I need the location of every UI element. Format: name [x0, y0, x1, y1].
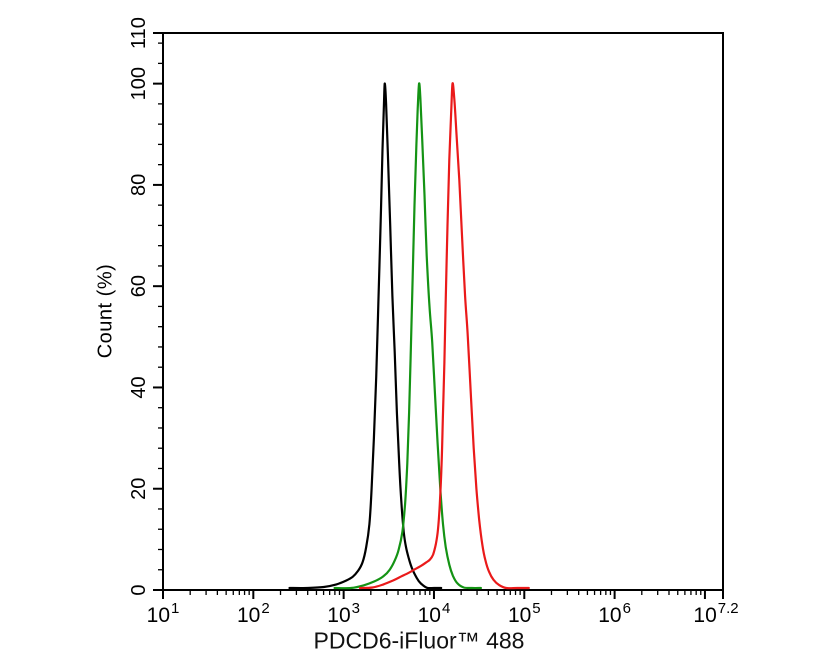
x-tick-label-10e5: 105	[508, 600, 541, 627]
y-tick-label-40: 40	[128, 376, 150, 398]
x-tick-label-10e6: 106	[598, 600, 631, 627]
x-tick-label-10e4: 104	[418, 600, 451, 627]
red-curve	[358, 82, 530, 590]
x-tick-label-10e7.2: 107.2	[693, 600, 738, 627]
y-tick-label-0: 0	[128, 584, 150, 595]
y-tick-label-80: 80	[128, 174, 150, 196]
y-tick-label-60: 60	[128, 275, 150, 297]
plot-border	[162, 32, 724, 591]
y-axis-title: Count (%)	[94, 263, 117, 359]
x-axis-title: PDCD6-iFluor™ 488	[313, 627, 525, 654]
green-curve	[333, 82, 482, 590]
y-tick-label-100: 100	[128, 67, 150, 100]
y-tick-label-20: 20	[128, 478, 150, 500]
black-curve	[288, 82, 443, 590]
x-tick-label-10e3: 103	[327, 600, 360, 627]
y-tick-label-110: 110	[128, 17, 150, 49]
x-tick-label-10e1: 101	[147, 600, 180, 627]
x-tick-label-10e2: 102	[237, 600, 270, 627]
